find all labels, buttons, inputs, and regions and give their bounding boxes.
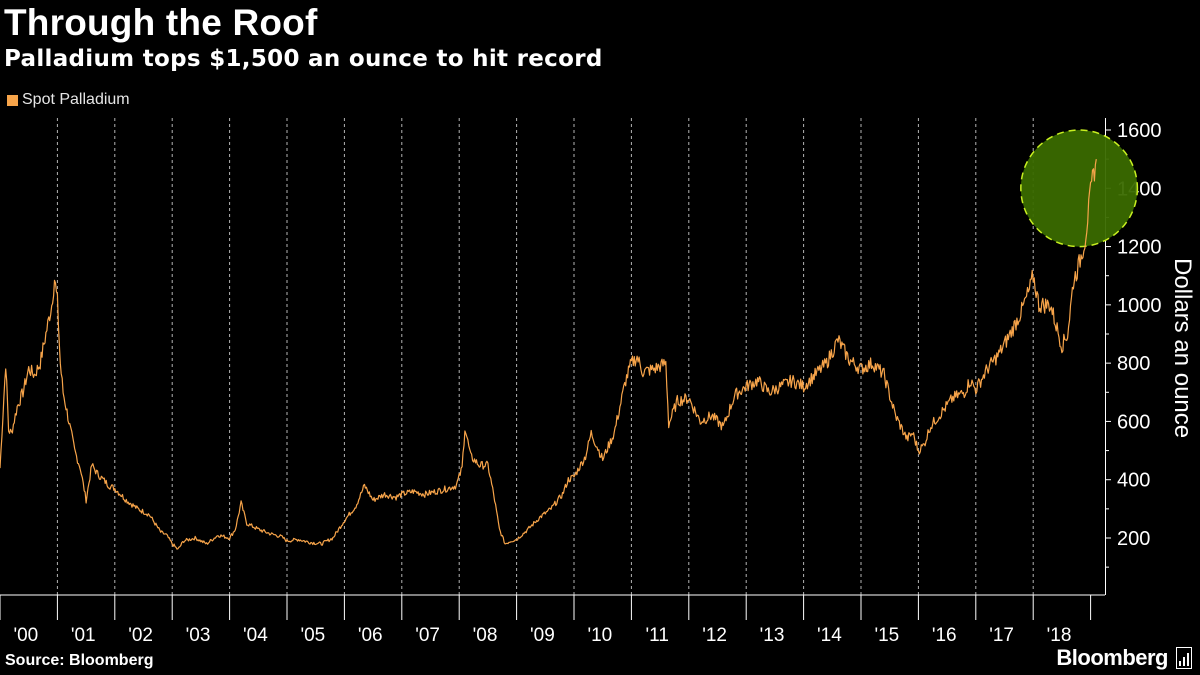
x-tick-label: '14: [817, 625, 842, 646]
x-tick-label: '16: [932, 625, 957, 646]
chart-title: Through the Roof: [4, 2, 318, 43]
legend-swatch: [7, 94, 18, 106]
x-tick-label: '12: [702, 625, 727, 646]
y-tick-label: 1200: [1117, 237, 1162, 259]
bloomberg-chart-icon: [1176, 647, 1192, 669]
legend: Spot Palladium: [7, 91, 130, 109]
x-axis-labels: '00 '01 '02 '03 '04 '05 '06 '07 '08 '09 '10 '11 '12 '…: [13, 625, 1071, 646]
series-points: [0, 159, 1096, 550]
x-tick-label: '11: [646, 625, 669, 646]
brand-logo: Bloomberg: [1056, 645, 1192, 671]
x-tick-label: '08: [473, 625, 498, 646]
x-tick-label: '18: [1047, 625, 1072, 646]
y-tick-label: 200: [1117, 528, 1150, 550]
x-tick-label: '02: [128, 625, 153, 646]
brand-name: Bloomberg: [1056, 645, 1168, 670]
legend-label: Spot Palladium: [22, 91, 130, 108]
y-tick-label: 800: [1117, 353, 1150, 375]
chart-subtitle: Palladium tops $1,500 an ounce to hit re…: [4, 46, 603, 72]
x-tick-label: '15: [874, 625, 899, 646]
y-tick-label: 400: [1117, 470, 1150, 492]
x-tick-label: '03: [186, 625, 211, 646]
gridlines: [0, 118, 1105, 620]
record-highlight-circle: [1020, 129, 1139, 248]
x-tick-label: '00: [13, 625, 38, 646]
x-tick-label: '06: [358, 625, 383, 646]
x-tick-label: '13: [760, 625, 785, 646]
y-tick-label: 1000: [1117, 295, 1162, 317]
x-tick-label: '01: [71, 625, 96, 646]
y-tick-label: 1600: [1117, 120, 1162, 142]
series-line-spot-palladium: [0, 159, 1097, 550]
x-tick-label: '09: [530, 625, 555, 646]
x-tick-label: '10: [587, 625, 612, 646]
x-tick-label: '04: [243, 625, 268, 646]
x-tick-label: '17: [989, 625, 1014, 646]
y-axis-title: Dollars an ounce: [1169, 258, 1196, 438]
x-tick-label: '07: [415, 625, 440, 646]
x-tick-label: '05: [300, 625, 325, 646]
y-tick-label: 600: [1117, 411, 1150, 433]
source-note: Source: Bloomberg: [5, 652, 154, 669]
